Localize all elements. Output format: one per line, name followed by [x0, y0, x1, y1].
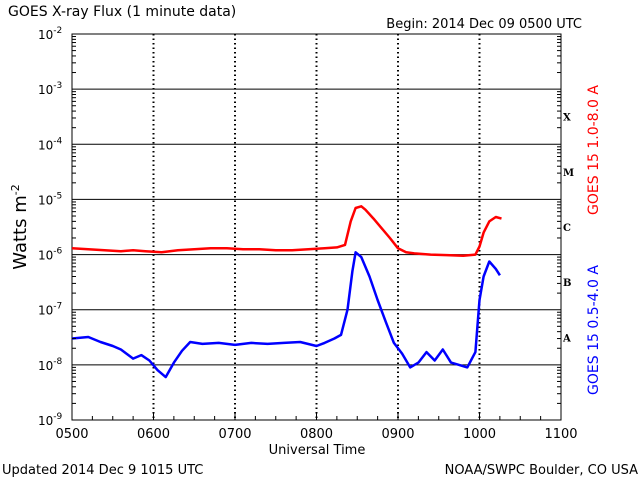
legend-series-2: GOES 15 0.5-4.0 A — [586, 265, 602, 395]
y-tick-label: 10-5 — [38, 191, 62, 207]
y-tick-exp: -4 — [53, 136, 62, 146]
y-axis-label-exp: -2 — [9, 184, 22, 195]
x-tick-label: 0500 — [55, 427, 88, 442]
y-tick-base: 10 — [38, 193, 53, 207]
y-axis-label-base: Watts m — [10, 195, 31, 269]
y-tick-base: 10 — [38, 304, 53, 318]
y-tick-base: 10 — [38, 359, 53, 373]
grid — [72, 34, 561, 420]
y-tick-base: 10 — [38, 83, 53, 97]
y-tick-exp: -7 — [53, 302, 62, 312]
y-tick-label: 10-8 — [38, 357, 63, 373]
x-tick-label: 1000 — [463, 427, 496, 442]
x-tick-label: 0900 — [381, 427, 414, 442]
series-legends: GOES 15 1.0-8.0 A GOES 15 0.5-4.0 A — [586, 85, 602, 395]
y-tick-exp: -6 — [53, 247, 62, 257]
x-tick-label: 0700 — [218, 427, 251, 442]
y-tick-exp: -9 — [53, 412, 62, 422]
footer-source: NOAA/SWPC Boulder, CO USA — [445, 463, 638, 478]
y-tick-label: 10-2 — [38, 26, 62, 42]
y-tick-base: 10 — [38, 414, 53, 428]
y-tick-base: 10 — [38, 28, 53, 42]
footer-updated: Updated 2014 Dec 9 1015 UTC — [2, 463, 203, 478]
y-tick-exp: -3 — [53, 81, 62, 91]
y-tick-base: 10 — [38, 249, 53, 263]
y-tick-label: 10-7 — [38, 302, 62, 318]
y-axis-ticks: 10-910-810-710-610-510-410-310-2 — [38, 26, 561, 428]
chart-title: GOES X-ray Flux (1 minute data) — [8, 4, 236, 20]
x-tick-label: 1100 — [544, 427, 577, 442]
y-tick-label: 10-3 — [38, 81, 62, 97]
x-tick-label: 0600 — [137, 427, 170, 442]
y-axis-label: Watts m-2 — [9, 184, 31, 269]
series-line-1 — [71, 205, 502, 258]
begin-time: Begin: 2014 Dec 09 0500 UTC — [386, 17, 582, 32]
flare-class-x: X — [563, 113, 571, 124]
y-tick-label: 10-4 — [38, 136, 63, 152]
y-tick-label: 10-6 — [38, 247, 63, 263]
series-line-2 — [71, 251, 501, 379]
flare-class-a: A — [562, 333, 571, 344]
flare-class-labels: A B C M X — [562, 113, 574, 345]
y-tick-label: 10-9 — [38, 412, 63, 428]
y-tick-exp: -5 — [53, 191, 62, 201]
flare-class-b: B — [563, 278, 571, 289]
x-axis-ticks: 0500 0600 0700 0800 0900 1000 1100 — [55, 413, 578, 442]
y-tick-base: 10 — [38, 138, 53, 152]
flare-class-m: M — [563, 168, 574, 179]
flare-class-c: C — [563, 223, 571, 234]
x-tick-label: 0800 — [300, 427, 333, 442]
y-tick-exp: -8 — [53, 357, 62, 367]
x-axis-label: Universal Time — [269, 443, 366, 458]
series-layer — [71, 205, 502, 379]
legend-series-1: GOES 15 1.0-8.0 A — [586, 85, 602, 215]
y-tick-exp: -2 — [53, 26, 62, 36]
